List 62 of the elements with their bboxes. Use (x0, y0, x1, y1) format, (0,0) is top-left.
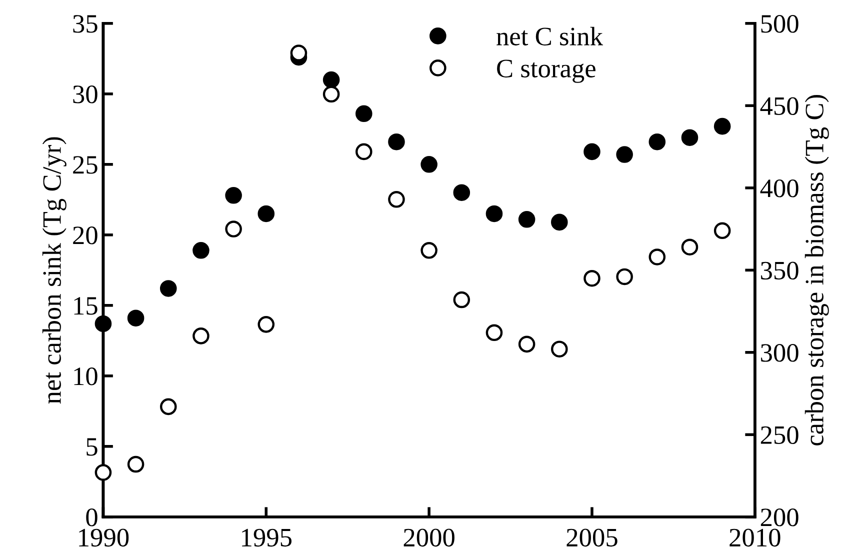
point (551, 214, 568, 231)
point (714, 222, 731, 240)
y-tick-label: 0 (86, 508, 98, 526)
point (355, 143, 372, 160)
y-tick-label: 15 (74, 297, 98, 315)
point (420, 242, 438, 259)
point (648, 133, 666, 150)
x-tick-label: 2000 (404, 528, 454, 547)
point (388, 191, 405, 208)
point (518, 336, 536, 353)
point (616, 146, 633, 163)
point (584, 143, 600, 160)
point (290, 44, 308, 62)
point (258, 205, 275, 222)
point (486, 205, 503, 222)
point (388, 133, 405, 150)
point (681, 238, 698, 256)
y2-axis-title: carbon storage in biomass (Tg C) (804, 95, 829, 446)
point (648, 248, 666, 266)
x-tick-label: 2005 (566, 528, 618, 547)
point (160, 280, 177, 297)
point (551, 340, 568, 358)
point (127, 456, 144, 473)
point (420, 156, 438, 173)
y-tick-label: 5 (86, 438, 98, 456)
y-tick-label: 25 (73, 156, 98, 174)
y2-tick-label: 400 (760, 180, 798, 198)
point (160, 398, 177, 416)
point (681, 129, 698, 146)
point (127, 310, 144, 326)
y2-tick-label: 250 (760, 426, 798, 444)
point (192, 242, 210, 259)
y2-tick-label: 350 (761, 262, 798, 280)
y2-tick-label: 200 (760, 508, 798, 526)
point (322, 71, 340, 88)
point (453, 184, 470, 201)
y-tick-label: 30 (73, 86, 98, 104)
y-tick-label: 10 (74, 368, 98, 386)
y2-tick-label: 500 (761, 15, 798, 33)
point (322, 86, 340, 103)
x-tick-label: 2010 (730, 528, 780, 547)
point (94, 464, 112, 481)
y-tick-label: 20 (73, 226, 98, 244)
y2-tick-label: 450 (760, 97, 798, 116)
point (225, 220, 242, 238)
legend-label: net C sink (496, 26, 603, 46)
y-axis-title: net carbon sink (Tg C/yr) (42, 137, 66, 404)
y-tick-label: 35 (73, 15, 98, 33)
point (258, 316, 275, 333)
point (714, 118, 731, 135)
point (225, 187, 242, 204)
legend-label: C storage (497, 60, 596, 83)
point (616, 268, 633, 286)
point (355, 105, 372, 122)
point (486, 324, 503, 342)
point (192, 328, 210, 344)
point (518, 210, 536, 228)
x-tick-label: 1995 (242, 528, 292, 547)
point (584, 270, 600, 287)
point (453, 291, 470, 308)
y2-tick-label: 300 (761, 344, 798, 362)
x-tick-label: 1990 (79, 528, 129, 547)
